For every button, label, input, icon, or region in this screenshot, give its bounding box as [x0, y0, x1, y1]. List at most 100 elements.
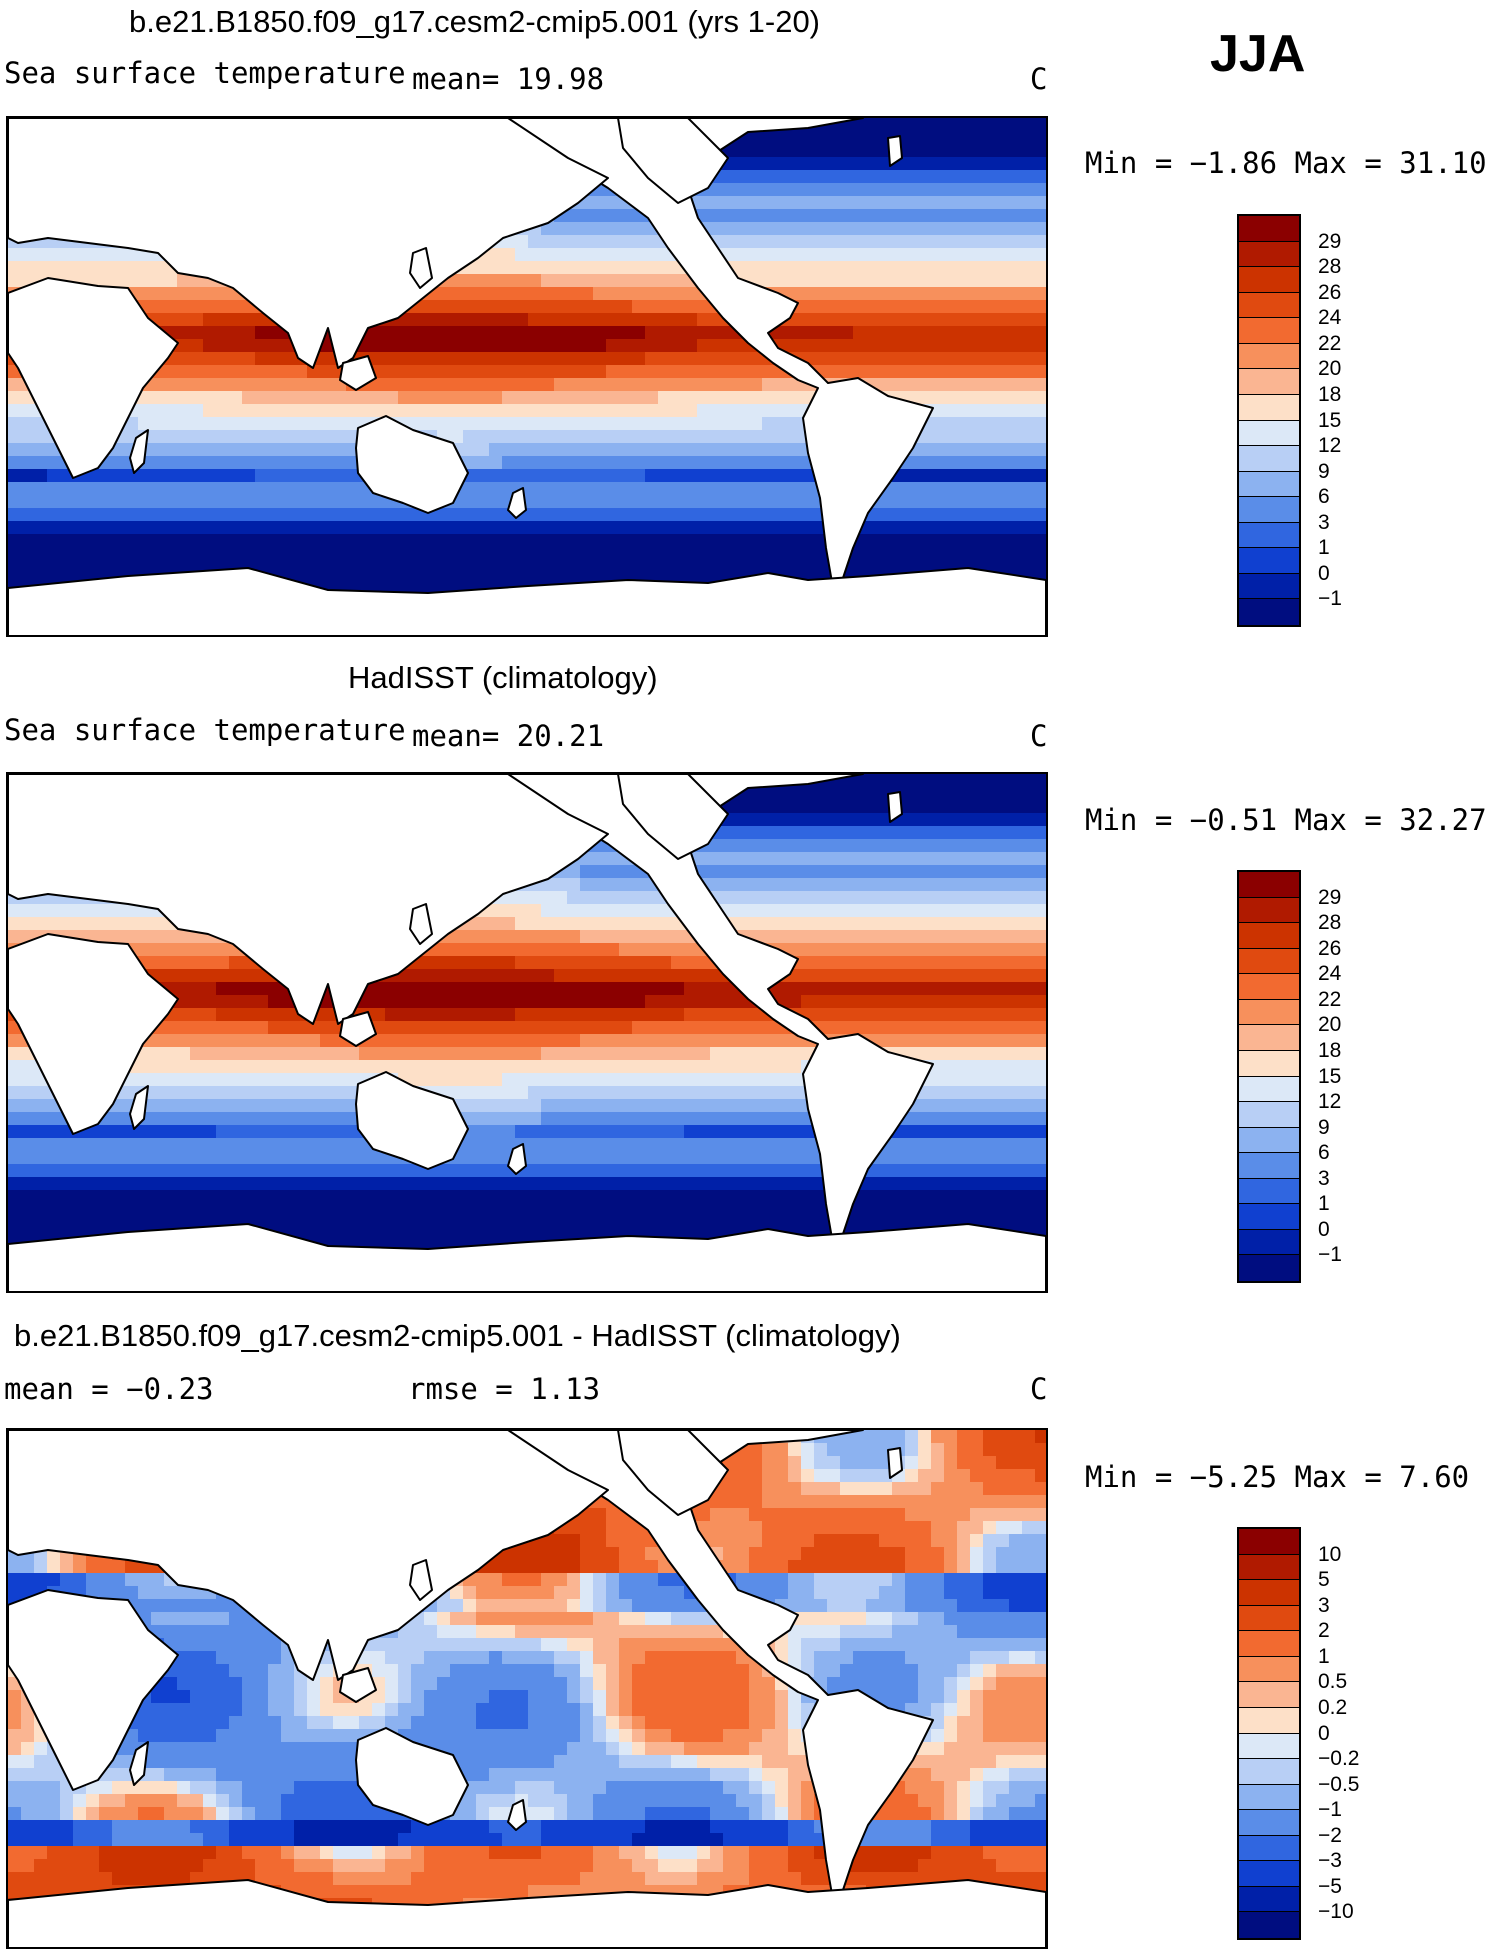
colorbar-segment [1239, 318, 1299, 344]
colorbar-segment [1239, 216, 1299, 242]
colorbar-segment [1239, 573, 1299, 600]
land-americas [507, 774, 934, 1245]
colorbar-segment [1239, 1759, 1299, 1785]
land-africa [8, 933, 179, 1135]
panel-3-rmse-label: rmse = 1.13 [408, 1372, 601, 1406]
panel-1-variable-label: Sea surface temperature [4, 56, 406, 90]
panel-1-minmax-label: Min = −1.86 Max = 31.10 [1085, 146, 1487, 180]
land-borneo [339, 1667, 377, 1703]
colorbar-segment [1239, 267, 1299, 293]
colorbar-segment [1239, 471, 1299, 498]
colorbar-segment [1239, 897, 1299, 924]
colorbar-segment [1239, 1580, 1299, 1606]
colorbar-tick-label: 29 [1318, 885, 1342, 909]
land-australia [355, 1071, 469, 1170]
colorbar-segment [1239, 1076, 1299, 1103]
colorbar-segment [1239, 1554, 1299, 1581]
colorbar-tick-label: 26 [1318, 936, 1342, 960]
colorbar-tick-label: 0.2 [1318, 1695, 1348, 1719]
land-americas [507, 118, 934, 589]
colorbar-tick-label: 3 [1318, 1166, 1330, 1190]
panel-2-minmax-label: Min = −0.51 Max = 32.27 [1085, 803, 1487, 837]
panel-1-title: b.e21.B1850.f09_g17.cesm2-cmip5.001 (yrs… [129, 4, 821, 39]
colorbar-segment [1239, 446, 1299, 472]
colorbar-tick-label: 18 [1318, 382, 1342, 406]
continent-outlines [8, 118, 1046, 635]
land-europeAsia [8, 1430, 609, 1681]
land-australia [355, 415, 469, 514]
colorbar-tick-label: 6 [1318, 485, 1330, 509]
colorbar-tick-label: −1 [1318, 1798, 1342, 1822]
colorbar-segment [1239, 1025, 1299, 1051]
colorbar-tick-label: 15 [1318, 408, 1342, 432]
colorbar-tick-label: 28 [1318, 255, 1342, 279]
colorbar-segment [1239, 548, 1299, 574]
colorbar-tick-label: −5 [1318, 1874, 1342, 1898]
panel-3-minmax-label: Min = −5.25 Max = 7.60 [1085, 1460, 1470, 1494]
colorbar-tick-label: 29 [1318, 229, 1342, 253]
colorbar-tick-label: 12 [1318, 434, 1342, 458]
colorbar-segment [1239, 1529, 1299, 1555]
panel-2-variable-label: Sea surface temperature [4, 713, 406, 747]
colorbar-segment [1239, 1912, 1299, 1938]
colorbar-tick-label: 0 [1318, 561, 1330, 585]
colorbar-tick-label: −3 [1318, 1849, 1342, 1873]
colorbar-segment [1239, 923, 1299, 949]
colorbar-tick-label: 22 [1318, 987, 1342, 1011]
colorbar-tick-label: 9 [1318, 459, 1330, 483]
continent-outlines [8, 774, 1046, 1291]
panel-1-mean-label: mean= 19.98 [412, 62, 605, 96]
colorbar-tick-label: 12 [1318, 1090, 1342, 1114]
colorbar-segment [1239, 1631, 1299, 1657]
colorbar-tick-label: −0.2 [1318, 1747, 1360, 1771]
colorbar-tick-label: 3 [1318, 1593, 1330, 1617]
land-japan [409, 903, 433, 945]
panel-1-colorbar [1237, 214, 1301, 627]
colorbar-tick-label: 5 [1318, 1568, 1330, 1592]
panel-2-map [6, 772, 1048, 1293]
panel-3-units-label: C [1030, 1372, 1048, 1406]
colorbar-tick-label: 2 [1318, 1619, 1330, 1643]
panel-2-title: HadISST (climatology) [348, 660, 658, 695]
colorbar-segment [1239, 1886, 1299, 1913]
colorbar-segment [1239, 1605, 1299, 1632]
colorbar-tick-label: 0 [1318, 1217, 1330, 1241]
land-africa [8, 1589, 179, 1791]
colorbar-tick-label: −1 [1318, 1243, 1342, 1267]
colorbar-segment [1239, 420, 1299, 447]
land-nz [507, 1799, 527, 1831]
continent-outlines [8, 1430, 1046, 1947]
colorbar-segment [1239, 1127, 1299, 1154]
colorbar-segment [1239, 343, 1299, 370]
colorbar-tick-label: 24 [1318, 306, 1342, 330]
land-europeAsia [8, 774, 609, 1025]
land-japan [409, 1559, 433, 1601]
colorbar-segment [1239, 241, 1299, 268]
land-australia [355, 1727, 469, 1826]
colorbar-tick-label: −0.5 [1318, 1772, 1360, 1796]
land-americas [507, 1430, 934, 1901]
land-uk [887, 1447, 903, 1479]
colorbar-segment [1239, 394, 1299, 421]
colorbar-segment [1239, 1102, 1299, 1128]
colorbar-segment [1239, 1861, 1299, 1887]
land-greenland [617, 774, 729, 860]
colorbar-tick-label: −1 [1318, 587, 1342, 611]
colorbar-segment [1239, 1204, 1299, 1230]
colorbar-tick-label: 1 [1318, 1192, 1330, 1216]
colorbar-segment [1239, 1682, 1299, 1708]
land-madagascar [129, 429, 149, 474]
colorbar-segment [1239, 1835, 1299, 1862]
colorbar-segment [1239, 1733, 1299, 1760]
land-antarctica [8, 567, 1046, 635]
colorbar-tick-label: 28 [1318, 911, 1342, 935]
land-europeAsia [8, 118, 609, 369]
land-japan [409, 247, 433, 289]
colorbar-tick-label: 1 [1318, 1644, 1330, 1668]
land-madagascar [129, 1085, 149, 1130]
land-madagascar [129, 1741, 149, 1786]
colorbar-segment [1239, 522, 1299, 549]
colorbar-segment [1239, 1255, 1299, 1281]
colorbar-tick-label: 10 [1318, 1542, 1342, 1566]
colorbar-segment [1239, 974, 1299, 1000]
